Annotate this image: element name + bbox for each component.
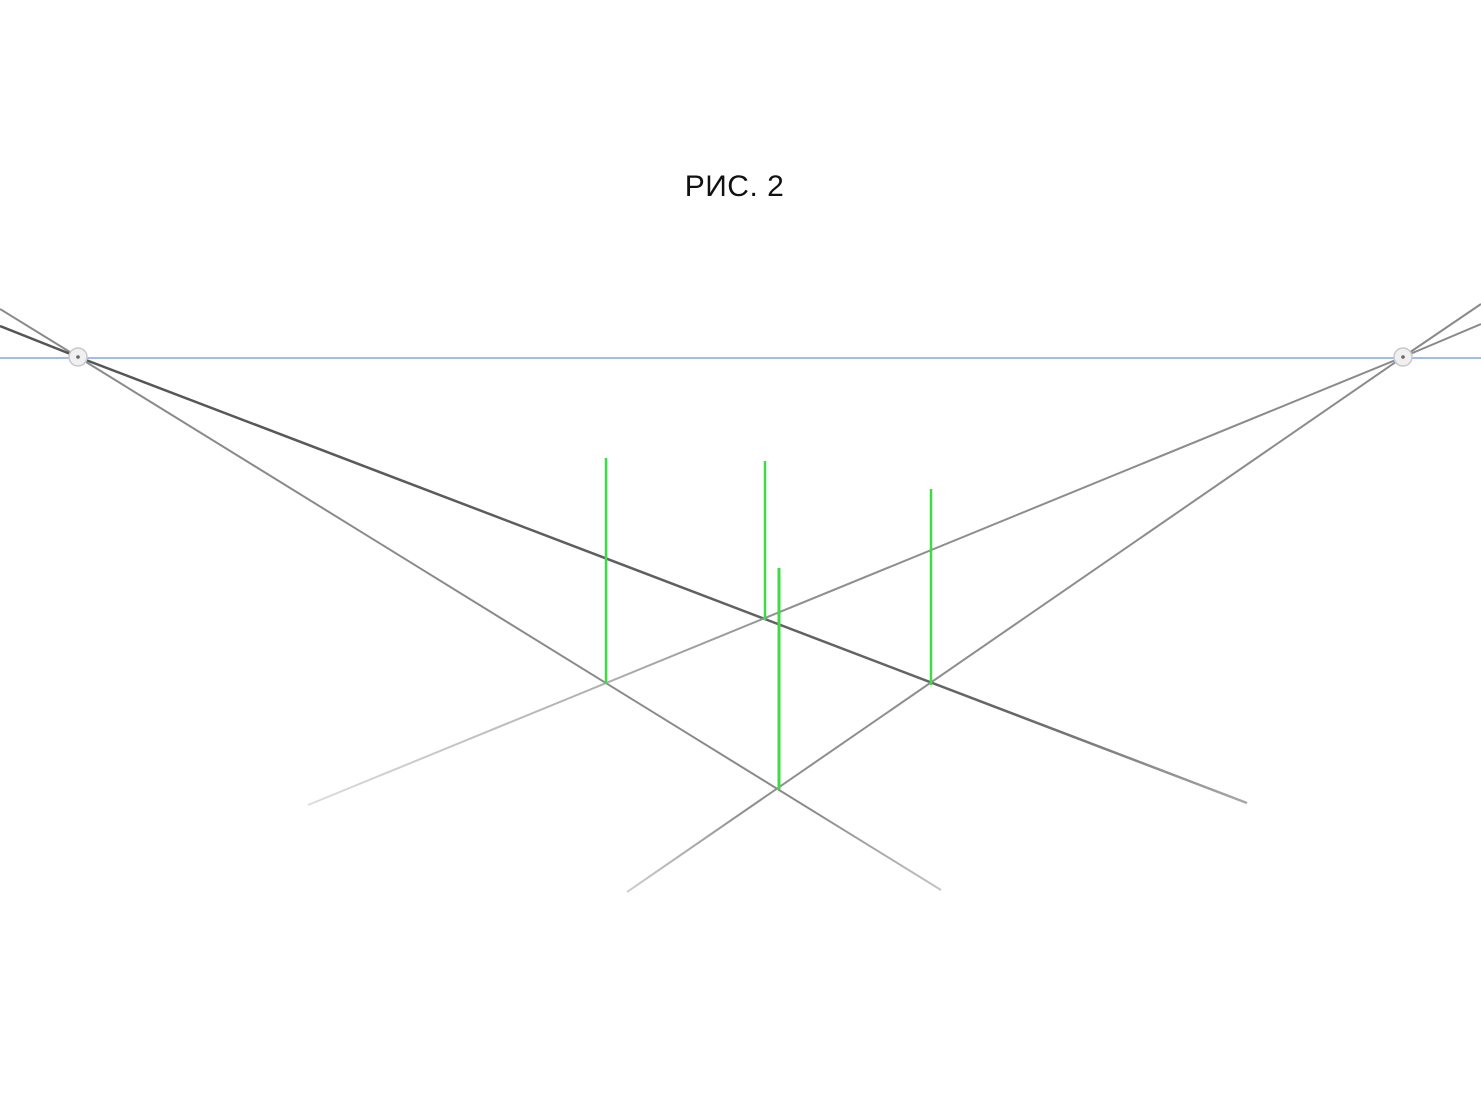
vanishing-point-right[interactable] xyxy=(1393,347,1413,367)
vanishing-point-center-dot xyxy=(76,355,80,359)
perspective-line-left-vp-dark[interactable] xyxy=(77,355,1248,805)
figure-caption: РИС. 2 xyxy=(684,170,785,203)
perspective-line-left-vp-lower[interactable] xyxy=(77,356,942,891)
perspective-line-left-upper-extension[interactable] xyxy=(0,308,79,358)
perspective-line-right-vp-upper[interactable] xyxy=(307,356,1404,806)
perspective-line-right-second-extension[interactable] xyxy=(1402,323,1481,358)
vanishing-point-center-dot xyxy=(1401,355,1405,359)
perspective-line-right-upper-extension[interactable] xyxy=(1402,303,1481,358)
perspective-line-left-dark-extension[interactable] xyxy=(0,324,79,359)
perspective-line-right-vp-lower[interactable] xyxy=(626,356,1404,893)
vanishing-point-left[interactable] xyxy=(68,347,88,367)
